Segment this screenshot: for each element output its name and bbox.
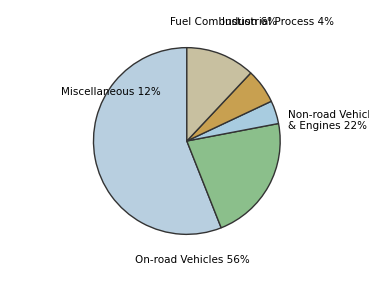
Wedge shape <box>187 48 251 141</box>
Text: Industrial Process 4%: Industrial Process 4% <box>222 17 334 27</box>
Text: Miscellaneous 12%: Miscellaneous 12% <box>61 87 161 98</box>
Text: Non-road Vehicles
& Engines 22%: Non-road Vehicles & Engines 22% <box>288 110 369 131</box>
Text: On-road Vehicles 56%: On-road Vehicles 56% <box>135 255 250 265</box>
Wedge shape <box>187 101 279 141</box>
Wedge shape <box>187 73 271 141</box>
Text: Fuel Combustion 6%: Fuel Combustion 6% <box>170 17 277 27</box>
Wedge shape <box>187 124 280 228</box>
Wedge shape <box>93 48 221 234</box>
